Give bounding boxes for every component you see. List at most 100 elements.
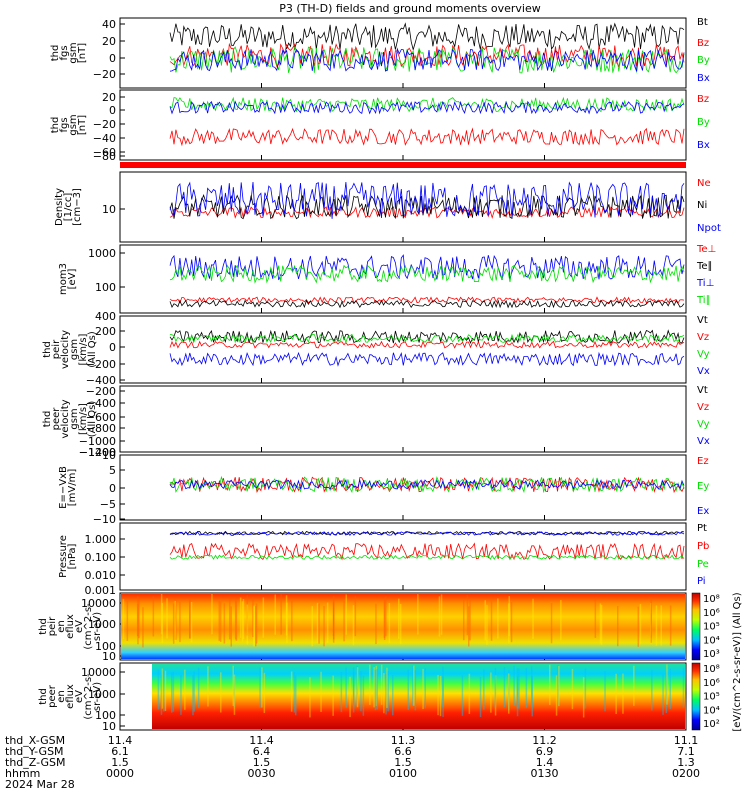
- spectrogram-streak: [309, 677, 311, 718]
- y-tick-label: −400: [86, 374, 116, 387]
- spectrogram-streak: [383, 599, 386, 640]
- spectrogram-streak: [332, 602, 335, 643]
- spectrogram-streak: [503, 666, 506, 708]
- y-axis-label-line: (cm^2-s-: [83, 603, 94, 650]
- spectrogram-streak: [242, 599, 245, 640]
- spectrogram-streak: [126, 600, 129, 641]
- spectrogram-streak: [218, 600, 220, 641]
- y-axis-label-line: peir: [47, 616, 58, 636]
- y-axis-label-line: thd: [42, 411, 53, 428]
- series-line-Bz: [169, 127, 685, 147]
- spectrogram-streak: [531, 676, 533, 717]
- spectrogram-streak: [179, 601, 181, 643]
- spectrogram-streak: [235, 600, 238, 641]
- spectrogram-streak: [494, 675, 497, 716]
- spectrogram-streak: [219, 601, 222, 642]
- y-tick-label: −1200: [79, 446, 116, 459]
- panel-density: Density[1/cc][cm−3] 10 Ne Ni Npot: [54, 171, 721, 243]
- spectrogram-streak: [207, 666, 209, 707]
- spectrogram-streak: [604, 671, 606, 712]
- colorbar-gradient: [691, 662, 701, 731]
- spectrogram-streak: [356, 665, 358, 707]
- spectrogram-streak: [385, 596, 387, 637]
- legend-Ez: Ez: [697, 456, 709, 467]
- spectrogram-streak: [180, 674, 182, 715]
- colorbar-label: [eV/(cm^2-s-sr-eV)] (All Qs): [732, 592, 743, 731]
- x-column-value: 0000: [106, 767, 134, 780]
- series-line-Bt: [169, 22, 685, 52]
- y-axis-label-line: Density: [54, 188, 65, 226]
- spectrogram-streak: [160, 594, 163, 635]
- spectrogram-streak: [417, 594, 419, 635]
- legend-Pe: Pe: [697, 559, 709, 570]
- spectrogram-streak: [223, 603, 226, 644]
- y-axis-label-line: [nPa]: [67, 543, 78, 569]
- y-axis-label-line: (All Qs): [87, 331, 98, 368]
- y-axis-label-line: peir: [51, 339, 62, 359]
- spectrogram-streak: [262, 597, 265, 638]
- spectrogram-streak: [392, 675, 394, 716]
- x-column-value: 1.3: [677, 756, 695, 769]
- x-row-label: 2024 Mar 28: [5, 778, 75, 791]
- spectrogram-streak: [439, 675, 442, 717]
- spectrogram-streak: [387, 671, 389, 712]
- spectrogram-streak: [293, 672, 296, 713]
- y-tick-label: 10: [102, 449, 116, 462]
- spectrogram-streak: [599, 603, 602, 644]
- spectrogram-streak: [637, 606, 639, 647]
- spectrogram-streak: [316, 602, 319, 644]
- panels: thdfgsgsm[nT]40200−20BtBzByBxthdfgsgsm[n…: [38, 17, 743, 733]
- spectrogram-fill: [121, 594, 685, 659]
- spectrogram-streak: [241, 601, 244, 642]
- y-tick-label: −400: [86, 397, 116, 410]
- y-axis-label-line: en: [56, 690, 67, 703]
- y-axis-label-line: (cm^2-s-: [83, 673, 94, 720]
- y-tick-label: −1400: [79, 446, 116, 459]
- spectrogram-streak: [326, 602, 329, 643]
- spectrogram-streak: [639, 604, 642, 645]
- legend-Vt: Vt: [697, 385, 708, 396]
- spectrogram-streak: [345, 667, 347, 708]
- x-column-value: 0200: [672, 767, 700, 780]
- spectrogram-streak: [136, 595, 139, 637]
- y-tick-label: −600: [86, 411, 116, 424]
- colorbar-tick: 10⁵: [703, 692, 720, 703]
- spectrogram-streak: [174, 600, 176, 641]
- spectrogram-streak: [263, 672, 266, 714]
- spectrogram-streak: [311, 606, 313, 647]
- legend-Ti∥: Ti∥: [696, 295, 711, 306]
- colorbar-tick: 10⁵: [703, 622, 720, 633]
- spectrogram-streak: [161, 668, 164, 709]
- colorbar-tick: 10⁸: [703, 664, 720, 675]
- y-axis-label-line: [1/cc]: [63, 193, 74, 222]
- spectrogram-streak: [385, 674, 387, 715]
- spectrogram-streak: [122, 598, 125, 640]
- spectrogram-streak: [184, 669, 186, 710]
- y-axis-label-line: thd: [50, 45, 61, 62]
- x-column-value: 6.1: [111, 745, 129, 758]
- legend-Bt: Bt: [697, 17, 708, 28]
- colorbar-tick: 10²: [703, 719, 720, 730]
- series-line-Ez: [169, 476, 685, 494]
- spectrogram-streak: [374, 669, 377, 711]
- y-tick-label: 1000: [88, 247, 116, 260]
- spectrogram-streak: [412, 665, 414, 706]
- y-axis-label-line: eV: [74, 620, 85, 633]
- spectrogram-streak: [232, 665, 234, 706]
- spectrogram-streak: [189, 598, 191, 639]
- y-axis-label: E=−VxB[mV/m]: [58, 466, 78, 509]
- spectrogram-streak: [189, 598, 191, 639]
- y-tick-label: 100: [95, 640, 116, 653]
- spectrogram-streak: [466, 595, 469, 636]
- spectrogram-streak: [508, 670, 510, 711]
- spectrogram-streak: [161, 602, 164, 644]
- spectrogram-streak: [463, 599, 465, 641]
- y-axis-label-line: thd: [38, 688, 49, 705]
- series-line-Pi: [169, 531, 685, 536]
- spectrogram-streak: [376, 669, 378, 710]
- y-tick-label: 20: [102, 35, 116, 48]
- spectrogram-streak: [469, 600, 471, 641]
